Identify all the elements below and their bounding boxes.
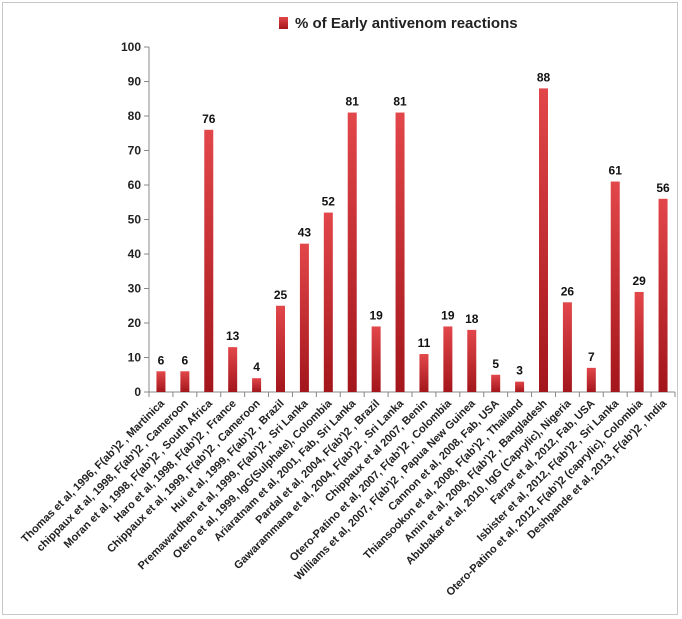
bar (586, 367, 596, 392)
x-axis (148, 391, 676, 397)
bar (180, 371, 190, 392)
bar (443, 326, 453, 392)
bar (539, 88, 548, 393)
data-label: 61 (609, 164, 623, 178)
legend: % of Early antivenom reactions (279, 15, 518, 32)
data-label: 6 (182, 353, 189, 367)
y-tick-label: 40 (128, 247, 142, 261)
y-tick-label: 90 (128, 75, 142, 89)
data-label: 81 (346, 95, 360, 109)
bar (323, 212, 333, 392)
bar (467, 329, 477, 392)
y-tick-label: 0 (134, 385, 141, 399)
bar (395, 112, 405, 393)
bar-series (156, 88, 668, 393)
data-label: 52 (322, 195, 336, 209)
data-label: 11 (418, 336, 431, 350)
data-label: 18 (465, 312, 479, 326)
bar (610, 181, 620, 392)
data-label: 19 (441, 308, 455, 322)
data-label: 29 (632, 274, 646, 288)
category-labels: Thomas et al, 1996, F(ab')2 , Martinicac… (19, 397, 670, 599)
bar (204, 129, 214, 393)
data-label: 3 (516, 364, 523, 378)
data-label: 56 (656, 181, 670, 195)
y-tick-label: 70 (128, 144, 142, 158)
data-label: 5 (492, 357, 499, 371)
bar (156, 371, 166, 392)
data-label: 88 (537, 70, 551, 84)
bar (347, 112, 357, 393)
bar (419, 354, 429, 392)
data-label: 7 (588, 350, 595, 364)
bar-chart: % of Early antivenom reactions 010203040… (19, 15, 676, 599)
bar (658, 198, 668, 392)
data-label: 43 (298, 226, 312, 240)
data-label: 25 (274, 288, 288, 302)
y-tick-label: 60 (128, 178, 142, 192)
bar (371, 326, 381, 392)
data-label: 81 (393, 95, 407, 109)
bar (276, 305, 285, 392)
data-label: 13 (226, 329, 240, 343)
y-tick-label: 80 (128, 109, 142, 123)
legend-swatch (279, 17, 288, 29)
y-tick-label: 50 (128, 213, 142, 227)
y-tick-label: 100 (121, 40, 141, 54)
bar (299, 243, 309, 392)
y-axis: 0 10 20 30 40 50 60 70 80 90 100 (121, 40, 150, 399)
y-tick-label: 30 (128, 282, 142, 296)
bar (562, 302, 572, 392)
data-label: 4 (253, 360, 260, 374)
bar (252, 378, 262, 392)
bar (228, 347, 238, 392)
y-tick-label: 10 (128, 351, 142, 365)
data-label: 19 (369, 308, 383, 322)
data-label: 6 (158, 353, 165, 367)
bar (491, 374, 501, 392)
bar (634, 291, 644, 392)
legend-label: % of Early antivenom reactions (295, 15, 518, 32)
y-tick-label: 20 (128, 316, 142, 330)
data-label: 76 (202, 112, 216, 126)
data-label: 26 (561, 284, 575, 298)
bar (515, 381, 525, 392)
